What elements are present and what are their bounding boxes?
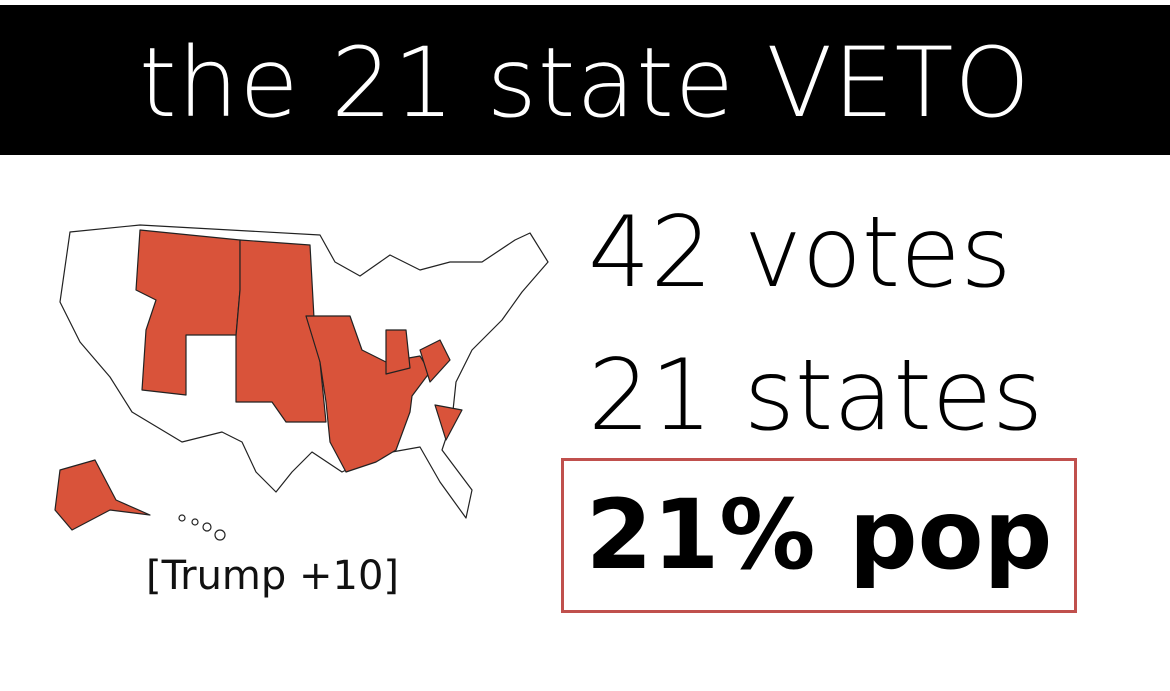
red-state-alaska bbox=[54, 459, 151, 531]
us-map bbox=[54, 224, 549, 541]
stat-votes: 42 votes bbox=[588, 196, 1012, 310]
red-states-south bbox=[305, 315, 431, 473]
red-states-plains bbox=[235, 239, 327, 423]
stat-states: 21 states bbox=[588, 339, 1044, 453]
stat-population: 21% pop bbox=[585, 479, 1053, 591]
highlight-box: 21% pop bbox=[561, 458, 1077, 613]
hawaii bbox=[178, 514, 226, 541]
map-caption: [Trump +10] bbox=[145, 553, 400, 599]
title-banner: the 21 state VETO bbox=[0, 5, 1170, 155]
red-state-indiana bbox=[385, 329, 411, 375]
red-state-south-carolina bbox=[434, 404, 463, 441]
title: the 21 state VETO bbox=[139, 27, 1031, 139]
red-state-west-virginia bbox=[419, 339, 451, 383]
